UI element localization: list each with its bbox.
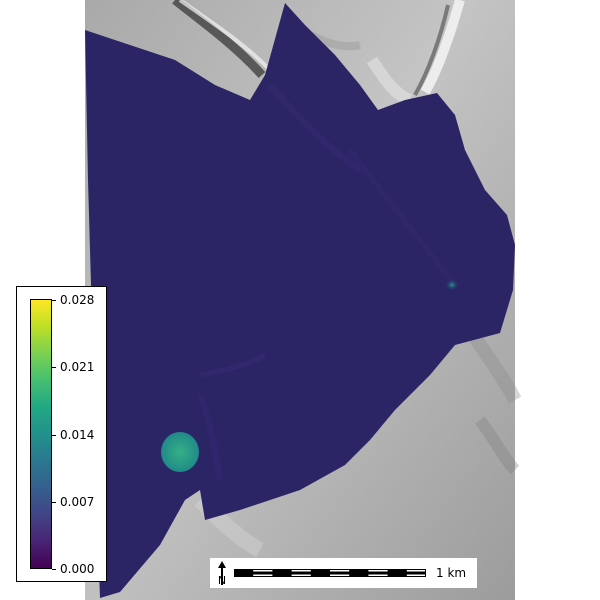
north-label: N: [218, 574, 226, 586]
high-value-patch: [161, 432, 199, 472]
colorbar-legend: 0.028 0.021 0.014 0.007 0.000: [16, 286, 107, 582]
colorbar-label: 0.021: [60, 360, 95, 374]
colorbar-label: 0.007: [60, 495, 95, 509]
scale-label: 1 km: [436, 566, 467, 580]
colorbar-tick: [52, 435, 56, 436]
north-arrow-icon: N: [218, 561, 226, 586]
colorbar-label-min: 0.000: [60, 562, 95, 576]
colorbar-tick: [52, 569, 56, 570]
colorbar-tick: [52, 367, 56, 368]
colorbar-label-max: 0.028: [60, 293, 95, 307]
scale-ruler: [234, 569, 426, 577]
scale-bar: N 1 km: [210, 558, 477, 588]
overlay-texture: [197, 83, 457, 481]
high-value-spot: [445, 279, 459, 291]
colorbar-tick: [52, 300, 56, 301]
colorbar-tick: [52, 502, 56, 503]
colorbar: [30, 299, 52, 569]
colorbar-label: 0.014: [60, 428, 95, 442]
